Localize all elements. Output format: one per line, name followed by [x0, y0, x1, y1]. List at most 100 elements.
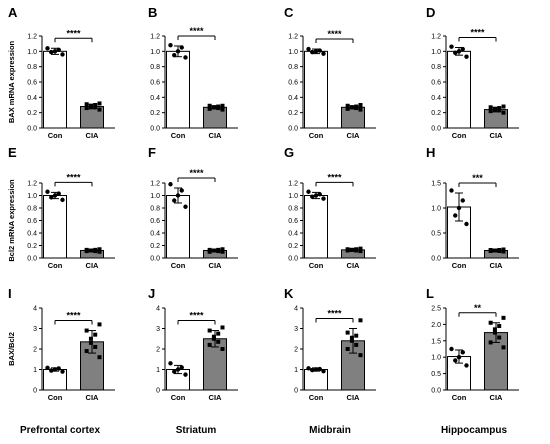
- cia-data-point: [501, 110, 506, 115]
- cia-data-point: [497, 108, 502, 113]
- y-tick-label: 1.0: [150, 49, 160, 56]
- y-tick-label: 1.0: [150, 193, 160, 200]
- con-data-point: [317, 366, 322, 372]
- cia-data-point: [488, 320, 493, 325]
- panel-letter: B: [148, 5, 157, 20]
- con-data-point: [313, 49, 319, 54]
- con-data-point: [56, 366, 61, 371]
- panel-letter: F: [148, 145, 156, 160]
- cia-category-label: CIA: [347, 131, 361, 140]
- y-axis-label: Bcl2 mRNA expression: [7, 179, 16, 262]
- y-tick-label: 0.0: [288, 256, 298, 263]
- y-tick-label: 1.0: [431, 206, 441, 213]
- y-tick-label: 0: [156, 388, 160, 395]
- cia-data-point: [492, 106, 497, 111]
- y-tick-label: 1.0: [27, 49, 37, 56]
- y-tick-label: 4: [156, 306, 160, 313]
- cia-data-point: [492, 248, 497, 253]
- cia-data-point: [358, 249, 363, 254]
- y-tick-label: 1.2: [27, 34, 37, 41]
- con-data-point: [52, 193, 58, 198]
- cia-data-point: [216, 339, 221, 344]
- con-data-point: [56, 191, 61, 196]
- significance-stars: **: [474, 303, 482, 313]
- cia-data-point: [220, 325, 225, 330]
- con-data-point: [456, 355, 462, 360]
- con-data-point: [306, 189, 311, 194]
- cia-data-point: [97, 107, 102, 112]
- con-category-label: Con: [48, 261, 63, 270]
- con-data-point: [183, 204, 188, 209]
- con-data-point: [60, 369, 65, 374]
- y-tick-label: 0.6: [150, 80, 160, 87]
- y-tick-label: 3: [156, 326, 160, 333]
- y-tick-label: 0.0: [288, 126, 298, 133]
- cia-data-point: [220, 247, 225, 252]
- y-tick-label: 0.0: [27, 126, 37, 133]
- con-data-point: [52, 367, 58, 372]
- cia-data-point: [93, 105, 98, 110]
- panel-letter: A: [8, 5, 18, 20]
- significance-stars: ****: [66, 311, 81, 321]
- y-tick-label: 1.2: [431, 34, 441, 41]
- con-data-point: [49, 195, 54, 200]
- significance-stars: ****: [66, 28, 81, 38]
- cia-category-label: CIA: [209, 393, 223, 402]
- significance-stars: ****: [189, 26, 204, 36]
- con-data-point: [464, 363, 469, 368]
- y-tick-label: 0.4: [27, 231, 37, 238]
- y-tick-label: 1.2: [288, 181, 298, 188]
- con-data-point: [453, 213, 458, 218]
- con-data-point: [456, 49, 462, 54]
- con-category-label: Con: [452, 393, 467, 402]
- cia-data-point: [488, 105, 493, 110]
- cia-data-point: [501, 104, 506, 109]
- con-category-label: Con: [309, 261, 324, 270]
- con-data-point: [306, 46, 311, 52]
- con-data-point: [60, 52, 65, 57]
- con-data-point: [460, 198, 465, 203]
- con-data-point: [179, 188, 184, 193]
- cia-data-point: [84, 349, 89, 354]
- y-tick-label: 1.2: [288, 34, 298, 41]
- cia-category-label: CIA: [347, 261, 361, 270]
- y-tick-label: 0.2: [150, 243, 160, 250]
- con-data-point: [168, 182, 173, 187]
- y-tick-label: 0.6: [27, 80, 37, 87]
- con-category-label: Con: [171, 393, 186, 402]
- cia-data-point: [492, 327, 497, 332]
- cia-data-point: [358, 107, 363, 112]
- con-data-point: [168, 43, 173, 48]
- panel-letter: H: [426, 145, 435, 160]
- con-data-point: [449, 346, 454, 352]
- con-bar: [43, 50, 67, 129]
- cia-category-label: CIA: [86, 261, 100, 270]
- cia-data-point: [488, 248, 493, 252]
- y-tick-label: 0.4: [150, 95, 160, 102]
- y-tick-label: 0.5: [431, 231, 441, 238]
- con-data-point: [172, 52, 177, 58]
- y-axis-label: BAX/Bcl2: [7, 332, 16, 366]
- con-data-point: [310, 367, 315, 373]
- con-data-point: [449, 188, 454, 193]
- con-data-point: [49, 368, 54, 373]
- con-data-point: [317, 48, 322, 53]
- con-data-point: [456, 205, 462, 211]
- y-axis-label: BAX mRNA expression: [7, 40, 16, 123]
- cia-data-point: [492, 330, 497, 335]
- con-data-point: [464, 54, 469, 59]
- significance-stars: ****: [470, 28, 485, 38]
- region-label: Prefrontal cortex: [20, 425, 100, 436]
- cia-data-point: [211, 336, 216, 341]
- significance-stars: ****: [66, 172, 81, 182]
- cia-data-point: [220, 107, 225, 112]
- cia-data-point: [220, 347, 225, 351]
- y-tick-label: 0.2: [431, 110, 441, 117]
- y-tick-label: 1: [294, 367, 298, 374]
- cia-data-point: [354, 333, 359, 338]
- region-label: Midbrain: [309, 425, 351, 436]
- significance-stars: ***: [472, 173, 483, 183]
- cia-data-point: [211, 334, 216, 339]
- y-tick-label: 0.8: [288, 64, 298, 71]
- y-tick-label: 0.0: [431, 126, 441, 133]
